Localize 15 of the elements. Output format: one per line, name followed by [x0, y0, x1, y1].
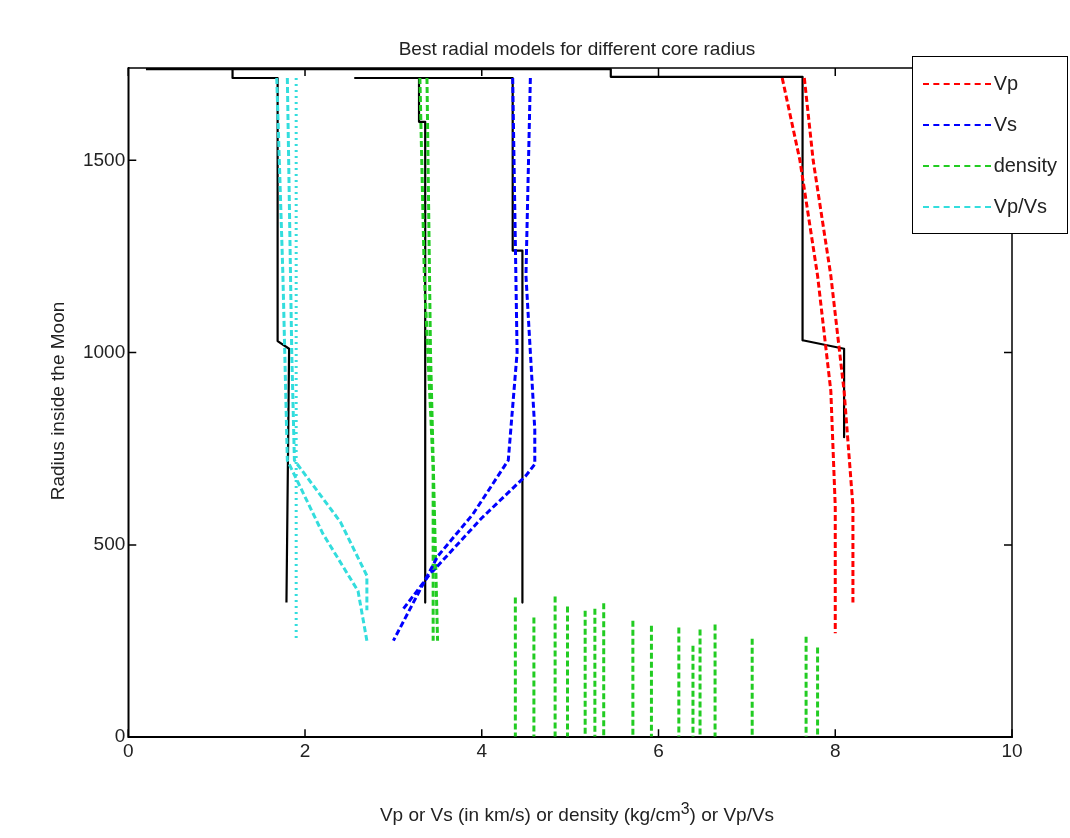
- x-tick-label: 2: [299, 739, 311, 761]
- legend-label: Vs: [993, 113, 1017, 136]
- y-tick-label: 1000: [82, 340, 126, 362]
- legend-label: density: [993, 154, 1057, 177]
- y-tick-label: 500: [93, 533, 126, 555]
- y-axis-title: Radius inside the Moon: [47, 301, 69, 501]
- x-tick-label: 4: [476, 739, 488, 761]
- legend-label: Vp: [993, 72, 1019, 95]
- chart-title: Best radial models for different core radius: [397, 38, 757, 60]
- x-tick-label: 10: [1001, 739, 1023, 761]
- y-tick-label: 1500: [82, 148, 126, 170]
- x-axis-title: Vp or Vs (in km/s) or density (kg/cm$^{3}$) or Vp/Vs: [378, 800, 776, 827]
- x-tick-label: 8: [829, 739, 841, 761]
- x-tick-label: 6: [653, 739, 664, 761]
- legend-label: Vp/Vs: [993, 195, 1047, 218]
